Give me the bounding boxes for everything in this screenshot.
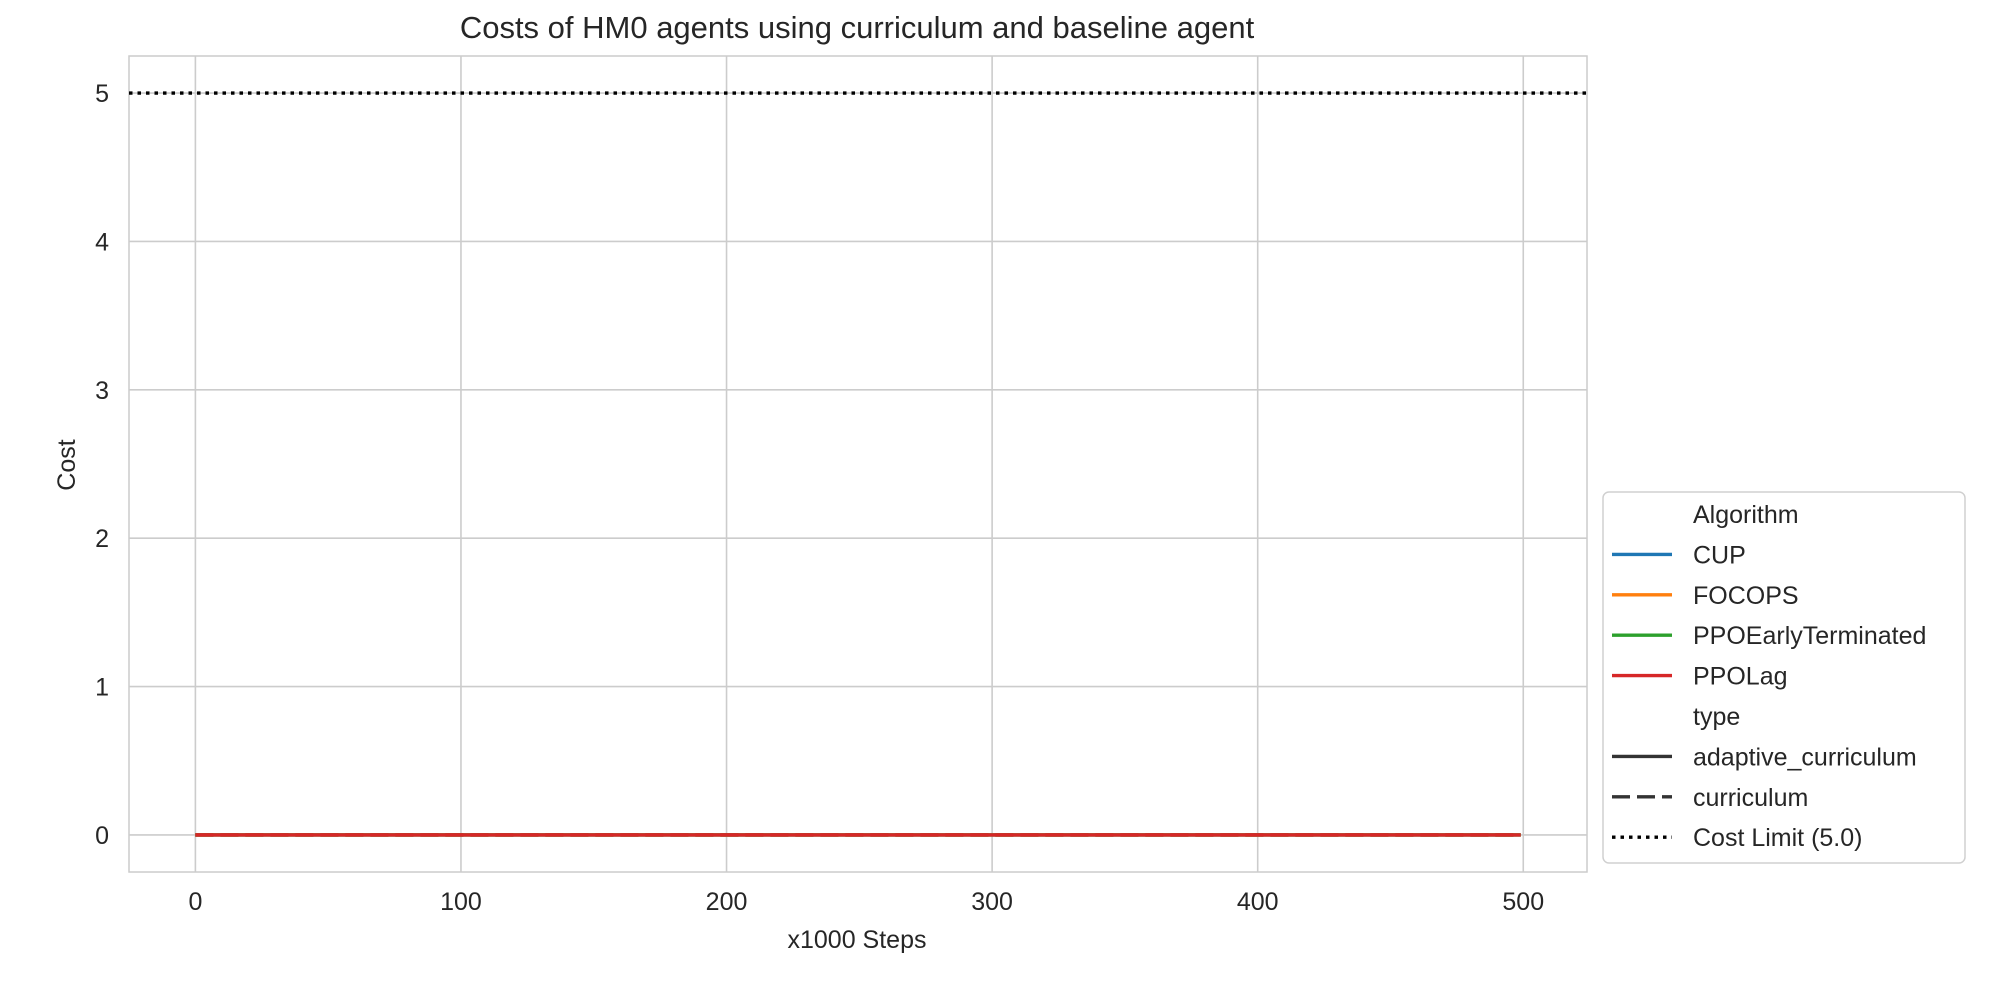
legend-section-title: Algorithm xyxy=(1693,501,1799,529)
legend-label: PPOEarlyTerminated xyxy=(1693,622,1926,650)
tick-labels: 0 100 200 300 400 500 0 1 2 3 4 5 xyxy=(95,80,1544,916)
legend-section-title: type xyxy=(1693,703,1740,731)
legend-label: PPOLag xyxy=(1693,663,1788,691)
x-tick-label: 0 xyxy=(188,888,202,916)
x-tick-label: 500 xyxy=(1502,888,1544,916)
legend-label: Cost Limit (5.0) xyxy=(1693,824,1862,852)
y-tick-label: 1 xyxy=(95,674,109,702)
legend-box xyxy=(1602,491,1966,864)
y-tick-label: 3 xyxy=(95,377,109,405)
legend-label: CUP xyxy=(1693,541,1746,569)
x-tick-label: 400 xyxy=(1237,888,1279,916)
y-tick-label: 0 xyxy=(95,822,109,850)
y-tick-label: 4 xyxy=(95,228,109,256)
x-axis-label: x1000 Steps xyxy=(788,926,927,954)
legend-label: curriculum xyxy=(1693,784,1808,812)
plot-area xyxy=(128,55,1588,873)
y-tick-label: 5 xyxy=(95,80,109,108)
legend-label: FOCOPS xyxy=(1693,582,1799,610)
x-tick-label: 300 xyxy=(971,888,1013,916)
legend: Algorithm CUP FOCOPS PPOEarlyTerminated PPOL… xyxy=(1602,491,1966,864)
y-tick-label: 2 xyxy=(95,525,109,553)
chart-title: Costs of HM0 agents using curriculum and… xyxy=(460,10,1255,45)
legend-label: adaptive_curriculum xyxy=(1693,743,1917,771)
y-axis-label: Cost xyxy=(53,439,81,490)
x-tick-label: 100 xyxy=(440,888,482,916)
x-tick-label: 200 xyxy=(706,888,748,916)
